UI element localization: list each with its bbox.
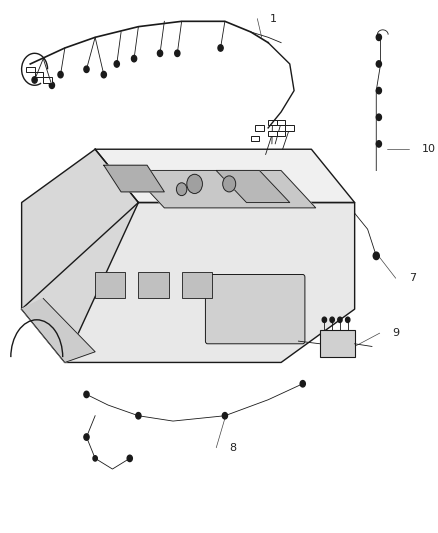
Polygon shape [216,171,290,203]
Bar [268,120,277,125]
FancyBboxPatch shape [205,274,305,344]
Circle shape [101,71,106,78]
Text: 7: 7 [409,273,416,283]
Polygon shape [21,298,95,362]
Bar [255,125,264,131]
Circle shape [223,413,227,419]
Text: 1: 1 [270,14,277,23]
Circle shape [49,82,54,88]
Circle shape [376,141,381,147]
Circle shape [373,252,379,260]
Bar [35,72,43,77]
Polygon shape [95,149,355,203]
Circle shape [84,66,89,72]
Circle shape [32,77,37,83]
Bar [26,67,35,72]
Circle shape [58,71,63,78]
Circle shape [300,381,305,387]
Circle shape [376,34,381,41]
Circle shape [346,317,350,322]
Polygon shape [21,203,355,362]
Circle shape [218,45,223,51]
Circle shape [127,455,132,462]
Bar [95,272,125,298]
Circle shape [376,114,381,120]
Circle shape [84,391,89,398]
Circle shape [330,317,334,322]
Bar [320,330,355,357]
Bar [251,136,259,141]
Bar [277,131,286,136]
Bar [43,77,52,83]
Bar [268,131,277,136]
Circle shape [223,176,236,192]
Polygon shape [21,149,138,362]
Text: 8: 8 [229,443,237,453]
Polygon shape [130,171,316,208]
Circle shape [136,413,141,419]
Circle shape [322,317,326,322]
Bar [286,125,294,131]
Text: 10: 10 [422,144,436,154]
Circle shape [376,61,381,67]
Text: 9: 9 [393,328,400,338]
Circle shape [84,434,89,440]
Circle shape [131,55,137,62]
Circle shape [93,456,97,461]
Bar [277,120,286,125]
Circle shape [376,87,381,94]
Circle shape [338,317,342,322]
Circle shape [157,50,162,56]
Polygon shape [104,165,164,192]
Circle shape [177,183,187,196]
Circle shape [175,50,180,56]
Circle shape [114,61,120,67]
Bar [182,272,212,298]
Bar [138,272,169,298]
Circle shape [187,174,202,193]
